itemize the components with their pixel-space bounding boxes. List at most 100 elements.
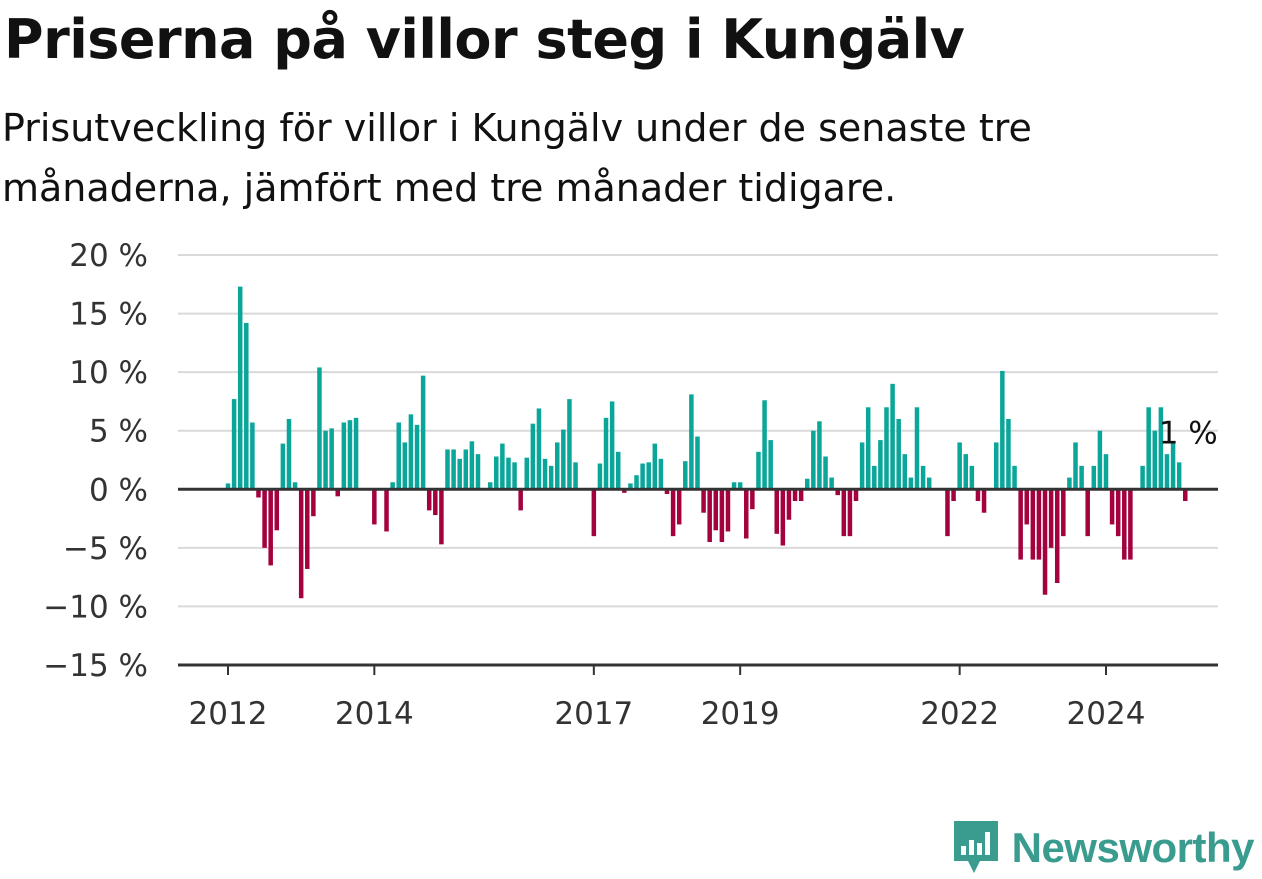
bar-negative [1109, 489, 1115, 525]
bar-negative [335, 489, 340, 497]
bar-positive [396, 422, 401, 490]
bar-negative [1042, 489, 1048, 595]
bar-negative [670, 489, 676, 537]
bar-negative [372, 489, 377, 525]
bars [225, 286, 1188, 599]
annotations: 1 % [1159, 416, 1218, 452]
bar-negative [786, 489, 792, 520]
bar-positive [811, 430, 816, 490]
y-tick-label: 15 % [69, 297, 148, 333]
y-tick-label: 0 % [89, 472, 148, 508]
x-axis-ticks: 2012 2014 2017 2019 2022 2024 [189, 665, 1145, 732]
bar-negative [268, 489, 273, 566]
bar-negative [518, 489, 523, 511]
bar-positive [1079, 465, 1084, 490]
bar-positive [652, 443, 658, 490]
bar-positive [469, 441, 475, 490]
gridlines [178, 254, 1218, 608]
bar-negative [1030, 489, 1036, 560]
bar-positive [689, 394, 694, 490]
bar-negative [433, 489, 438, 516]
bar-positive [250, 422, 255, 490]
bar-positive [231, 399, 237, 490]
bar-positive [1103, 454, 1109, 490]
bar-positive [993, 442, 999, 490]
bar-positive [615, 451, 621, 490]
axes [178, 487, 1218, 667]
bar-positive [573, 462, 578, 490]
bar-positive [420, 375, 426, 490]
x-tick-label: 2019 [701, 696, 780, 732]
bar-negative [1018, 489, 1023, 560]
bar-positive [597, 463, 603, 490]
bar-positive [390, 482, 395, 490]
bar-negative [725, 489, 731, 532]
bar-positive [683, 461, 688, 490]
bar-positive [634, 475, 639, 490]
newsworthy-logo: Newsworthy [950, 818, 1255, 878]
bar-negative [1024, 489, 1029, 525]
bar-negative [1122, 489, 1127, 560]
bar-negative [798, 489, 804, 501]
brand-name: Newsworthy [1011, 824, 1255, 871]
bar-negative [676, 489, 682, 525]
bar-positive [1091, 465, 1097, 490]
bar-negative [1115, 489, 1121, 537]
bar-negative [262, 489, 267, 548]
bar-negative [835, 489, 840, 496]
bar-positive [1006, 419, 1011, 490]
bar-positive [1073, 442, 1078, 490]
y-tick-label: 20 % [69, 238, 148, 274]
bar-negative [774, 489, 779, 534]
bar-positive [890, 383, 895, 490]
bar-positive [512, 462, 517, 490]
bar-positive [1097, 430, 1103, 490]
bar-positive [884, 407, 889, 490]
bar-positive [737, 482, 743, 490]
bar-positive [872, 465, 877, 490]
bar-positive [408, 414, 414, 490]
newsworthy-chart-icon [953, 821, 998, 873]
bar-positive [762, 400, 767, 490]
bar-negative [305, 489, 310, 569]
bar-positive [1000, 370, 1005, 490]
bar-negative [707, 489, 712, 542]
bar-positive [804, 478, 810, 490]
bar-negative [256, 489, 261, 498]
bar-positive [1140, 465, 1145, 490]
bar-positive [695, 436, 700, 490]
y-tick-label: 5 % [89, 414, 148, 450]
bar-positive [341, 422, 347, 490]
bar-positive [353, 417, 359, 490]
bar-positive [957, 442, 962, 490]
bar-positive [1170, 442, 1176, 490]
bar-positive [1146, 407, 1151, 490]
bar-positive [1158, 407, 1164, 490]
y-axis-tick-labels: 20 % 15 % 10 % 5 % 0 % −5 % −10 % −15 % [43, 238, 148, 684]
bar-positive [292, 482, 298, 490]
bar-positive [768, 440, 773, 490]
bar-positive [640, 463, 645, 490]
bar-positive [920, 465, 926, 490]
bar-negative [298, 489, 304, 599]
bar-negative [847, 489, 853, 537]
bar-positive [628, 483, 633, 490]
y-tick-label: −5 % [63, 531, 148, 567]
bar-positive [225, 483, 231, 490]
bar-negative [701, 489, 706, 513]
bar-positive [317, 367, 322, 490]
bar-positive [908, 477, 914, 490]
bar-positive [646, 462, 651, 490]
bar-positive [457, 458, 462, 490]
bar-negative [713, 489, 719, 531]
bar-negative [1183, 489, 1188, 501]
bar-positive [463, 449, 469, 490]
last-value-label: 1 % [1159, 416, 1218, 452]
bar-positive [487, 482, 493, 490]
bar-positive [554, 442, 560, 490]
bar-positive [817, 421, 822, 490]
bar-negative [945, 489, 950, 537]
bar-positive [445, 449, 450, 490]
bar-negative [1036, 489, 1042, 560]
bar-negative [975, 489, 981, 501]
